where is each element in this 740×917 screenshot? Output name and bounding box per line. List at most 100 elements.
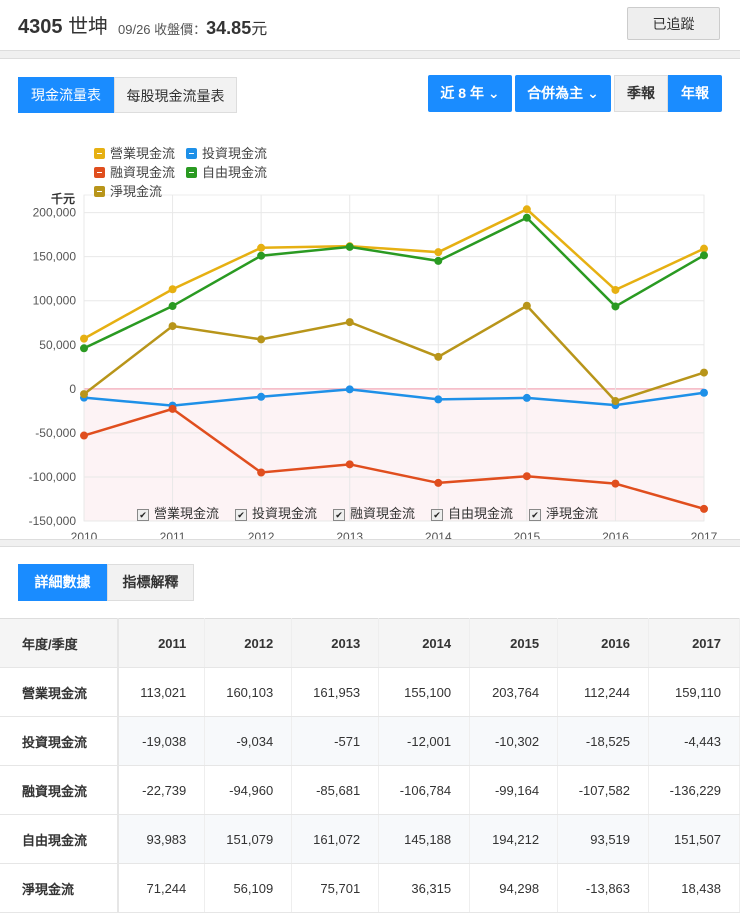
data-point bbox=[168, 302, 177, 311]
header-cell: 2015 bbox=[469, 618, 559, 668]
data-point bbox=[168, 404, 177, 413]
y-unit-label: 千元 bbox=[51, 191, 75, 206]
x-tick-label: 2017 bbox=[691, 530, 718, 539]
y-tick-label: 50,000 bbox=[39, 338, 76, 352]
legend-swatch bbox=[186, 148, 197, 159]
data-point bbox=[611, 479, 620, 488]
table-cell: -85,681 bbox=[291, 765, 380, 815]
cashflow-line-chart: -150,000 -100,000 -50,000 0 50,000 100,000 150… bbox=[29, 191, 718, 539]
stock-header: 4305 世坤 09/26 收盤價：34.85元 已追蹤 bbox=[0, 0, 740, 51]
legend-swatch bbox=[94, 167, 105, 178]
x-tick-label: 2010 bbox=[71, 530, 98, 539]
row-label: 淨現金流 bbox=[0, 863, 119, 913]
data-point bbox=[700, 504, 708, 513]
data-point bbox=[80, 344, 88, 353]
legend-item: 融資現金流 bbox=[94, 162, 175, 181]
row-label: 投資現金流 bbox=[0, 716, 119, 766]
y-tick-label: -150,000 bbox=[29, 514, 77, 528]
table-cell: -106,784 bbox=[378, 765, 471, 815]
annual-button[interactable]: 年報 bbox=[668, 75, 722, 112]
header-cell: 2011 bbox=[117, 618, 206, 668]
checkbox-checked-icon[interactable]: ✔ bbox=[333, 509, 345, 521]
data-point bbox=[700, 244, 708, 253]
series-toggle[interactable]: ✔ 投資現金流 bbox=[235, 503, 317, 522]
table-cell: 155,100 bbox=[378, 667, 471, 717]
table-cell: 151,507 bbox=[648, 814, 740, 864]
table-cell: -99,164 bbox=[469, 765, 559, 815]
detail-panel: 詳細數據 指標解釋 年度/季度 2011 2012 2013 2014 2015… bbox=[0, 546, 740, 917]
data-point bbox=[434, 248, 443, 257]
tab-detail-data[interactable]: 詳細數據 bbox=[18, 564, 107, 601]
table-cell: 160,103 bbox=[204, 667, 293, 717]
checkbox-checked-icon[interactable]: ✔ bbox=[431, 509, 443, 521]
table-header-row: 年度/季度 2011 2012 2013 2014 2015 2016 2017 bbox=[0, 618, 740, 668]
y-tick-label: 0 bbox=[69, 382, 76, 396]
data-point bbox=[80, 334, 88, 343]
table-cell: 36,315 bbox=[378, 863, 471, 913]
stock-code: 4305 bbox=[18, 16, 63, 38]
data-point bbox=[700, 388, 708, 397]
date-label: 09/26 收盤價： bbox=[118, 22, 207, 37]
data-point bbox=[257, 335, 266, 344]
row-label: 融資現金流 bbox=[0, 765, 119, 815]
data-point bbox=[80, 390, 88, 399]
data-point bbox=[611, 397, 620, 406]
table-cell: -94,960 bbox=[204, 765, 293, 815]
data-point bbox=[168, 285, 177, 294]
period-label: 近 8 年 bbox=[440, 85, 484, 101]
x-tick-label: 2013 bbox=[336, 530, 363, 539]
header-cell: 2016 bbox=[557, 618, 650, 668]
data-point bbox=[522, 205, 531, 214]
data-point bbox=[522, 393, 531, 402]
data-point bbox=[168, 322, 177, 331]
table-cell: 161,953 bbox=[291, 667, 380, 717]
data-point bbox=[434, 395, 443, 404]
table-cell: 93,519 bbox=[557, 814, 650, 864]
y-tick-label: 100,000 bbox=[33, 294, 77, 308]
x-tick-label: 2014 bbox=[425, 530, 452, 539]
series-toggle[interactable]: ✔ 融資現金流 bbox=[333, 503, 415, 522]
series-toggle[interactable]: ✔ 營業現金流 bbox=[137, 503, 219, 522]
table-cell: 161,072 bbox=[291, 814, 380, 864]
negative-region bbox=[84, 388, 704, 521]
legend-item: 投資現金流 bbox=[186, 143, 267, 162]
data-point bbox=[345, 460, 354, 469]
table-cell: 151,079 bbox=[204, 814, 293, 864]
table-row: 融資現金流 -22,739 -94,960 -85,681 -106,784 -… bbox=[0, 765, 740, 815]
basis-dropdown[interactable]: 合併為主 ⌄ bbox=[515, 75, 611, 112]
series-toggle[interactable]: ✔ 淨現金流 bbox=[529, 503, 598, 522]
tab-per-share-cashflow[interactable]: 每股現金流量表 bbox=[114, 77, 237, 113]
chevron-down-icon: ⌄ bbox=[587, 85, 599, 101]
chevron-down-icon: ⌄ bbox=[487, 85, 500, 101]
table-cell: -4,443 bbox=[648, 716, 740, 766]
x-tick-label: 2011 bbox=[160, 530, 186, 539]
header-cell: 2014 bbox=[378, 618, 471, 668]
header-cell: 2013 bbox=[291, 618, 380, 668]
table-row: 淨現金流 71,244 56,109 75,701 36,315 94,298 … bbox=[0, 863, 740, 913]
table-cell: 113,021 bbox=[117, 667, 206, 717]
table-row: 投資現金流 -19,038 -9,034 -571 -12,001 -10,30… bbox=[0, 716, 740, 766]
legend-item: 自由現金流 bbox=[186, 162, 267, 181]
series-line bbox=[83, 388, 705, 407]
tab-indicator-explain[interactable]: 指標解釋 bbox=[107, 564, 194, 601]
tab-cashflow[interactable]: 現金流量表 bbox=[18, 77, 114, 113]
quarterly-button[interactable]: 季報 bbox=[614, 75, 668, 112]
track-button[interactable]: 已追蹤 bbox=[627, 7, 720, 40]
stock-title: 4305 世坤 bbox=[18, 10, 108, 39]
checkbox-checked-icon[interactable]: ✔ bbox=[137, 509, 149, 521]
period-dropdown[interactable]: 近 8 年 ⌄ bbox=[428, 75, 512, 112]
checkbox-checked-icon[interactable]: ✔ bbox=[529, 509, 541, 521]
table-cell: -9,034 bbox=[204, 716, 293, 766]
x-tick-label: 2012 bbox=[248, 530, 275, 539]
series-line bbox=[83, 216, 705, 350]
checkbox-checked-icon[interactable]: ✔ bbox=[235, 509, 247, 521]
data-point bbox=[80, 431, 88, 440]
y-tick-label: 150,000 bbox=[33, 250, 77, 264]
series-toggle[interactable]: ✔ 自由現金流 bbox=[431, 503, 513, 522]
legend-item: 淨現金流 bbox=[94, 181, 162, 200]
table-row: 營業現金流 113,021 160,103 161,953 155,100 20… bbox=[0, 667, 740, 717]
table-cell: -10,302 bbox=[469, 716, 559, 766]
series-line bbox=[83, 407, 705, 511]
row-label: 營業現金流 bbox=[0, 667, 119, 717]
data-point bbox=[434, 256, 443, 265]
